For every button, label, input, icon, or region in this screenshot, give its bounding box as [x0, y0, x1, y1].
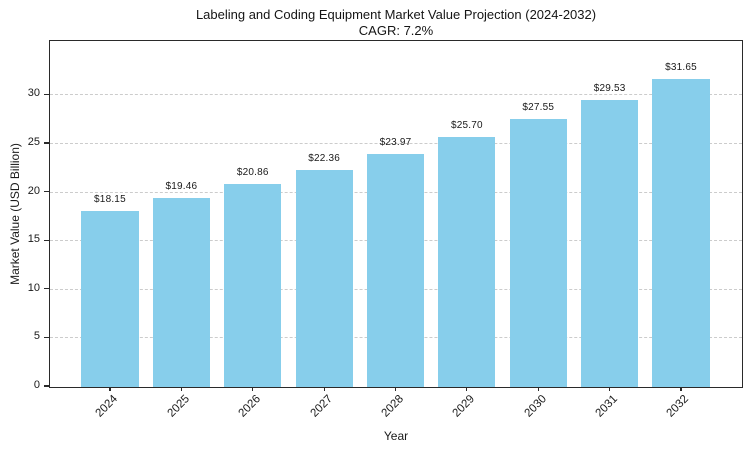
- y-tick: [44, 142, 50, 144]
- x-tick-label: 2029: [450, 393, 478, 420]
- x-tick-label: 2031: [593, 393, 621, 420]
- bar-value-label: $31.65: [665, 62, 697, 74]
- x-tick-label: 2027: [308, 393, 335, 420]
- bar: [295, 169, 353, 387]
- bar-value-label: $29.53: [593, 83, 626, 95]
- x-tick-label: 2024: [93, 393, 121, 420]
- y-axis-label: Market Value (USD Billion): [8, 143, 22, 285]
- chart-title: Labeling and Coding Equipment Market Val…: [195, 7, 597, 22]
- x-tick-label: 2025: [165, 393, 192, 420]
- bar: [81, 210, 139, 387]
- bar: [509, 119, 567, 387]
- bar: [224, 184, 282, 387]
- x-axis-label: Year: [383, 429, 409, 443]
- y-tick: [44, 336, 50, 338]
- bar: [366, 154, 425, 387]
- x-tick: [466, 386, 468, 391]
- x-tick: [180, 386, 182, 391]
- chart-subtitle: CAGR: 7.2%: [358, 23, 434, 38]
- x-tick: [680, 386, 682, 391]
- bar-value-label: $19.46: [165, 180, 198, 192]
- y-tick: [44, 191, 50, 193]
- x-tick-label: 2026: [236, 393, 264, 420]
- y-tick: [44, 239, 50, 241]
- x-tick: [537, 386, 539, 391]
- y-tick-label: 25: [27, 136, 40, 149]
- bar: [652, 79, 710, 387]
- y-tick-label: 30: [27, 87, 40, 100]
- bar: [581, 100, 639, 387]
- y-tick: [44, 385, 50, 387]
- y-tick: [44, 288, 50, 290]
- gridline: [50, 94, 742, 96]
- x-tick: [252, 386, 254, 391]
- x-tick: [109, 386, 111, 391]
- chart-title-block: Labeling and Coding Equipment Market Val…: [49, 7, 743, 39]
- x-tick: [394, 386, 397, 391]
- y-tick-label: 0: [33, 379, 40, 391]
- x-tick: [609, 386, 611, 391]
- y-tick: [44, 93, 50, 96]
- bar: [152, 197, 210, 387]
- x-tick-label: 2028: [379, 393, 406, 420]
- bar-value-label: $22.36: [308, 152, 340, 164]
- y-tick-label: 15: [27, 233, 40, 246]
- bar-value-label: $27.55: [522, 102, 555, 114]
- y-tick-label: 20: [27, 184, 40, 197]
- x-tick-label: 2032: [664, 393, 692, 420]
- bar-value-label: $20.86: [236, 167, 269, 179]
- y-tick-label: 10: [27, 281, 40, 294]
- x-tick: [323, 386, 325, 391]
- y-tick-label: 5: [33, 330, 40, 343]
- x-tick-label: 2030: [522, 393, 549, 420]
- bar-value-label: $23.97: [379, 137, 412, 149]
- bar-value-label: $18.15: [94, 193, 126, 205]
- bar-value-label: $25.70: [450, 120, 483, 132]
- bar: [438, 137, 496, 387]
- plot-area: 0 5 10 15 20 25 30 $18.15 2024 $19.46 2025 $20.86 20…: [28, 40, 743, 420]
- gridline: [50, 143, 742, 145]
